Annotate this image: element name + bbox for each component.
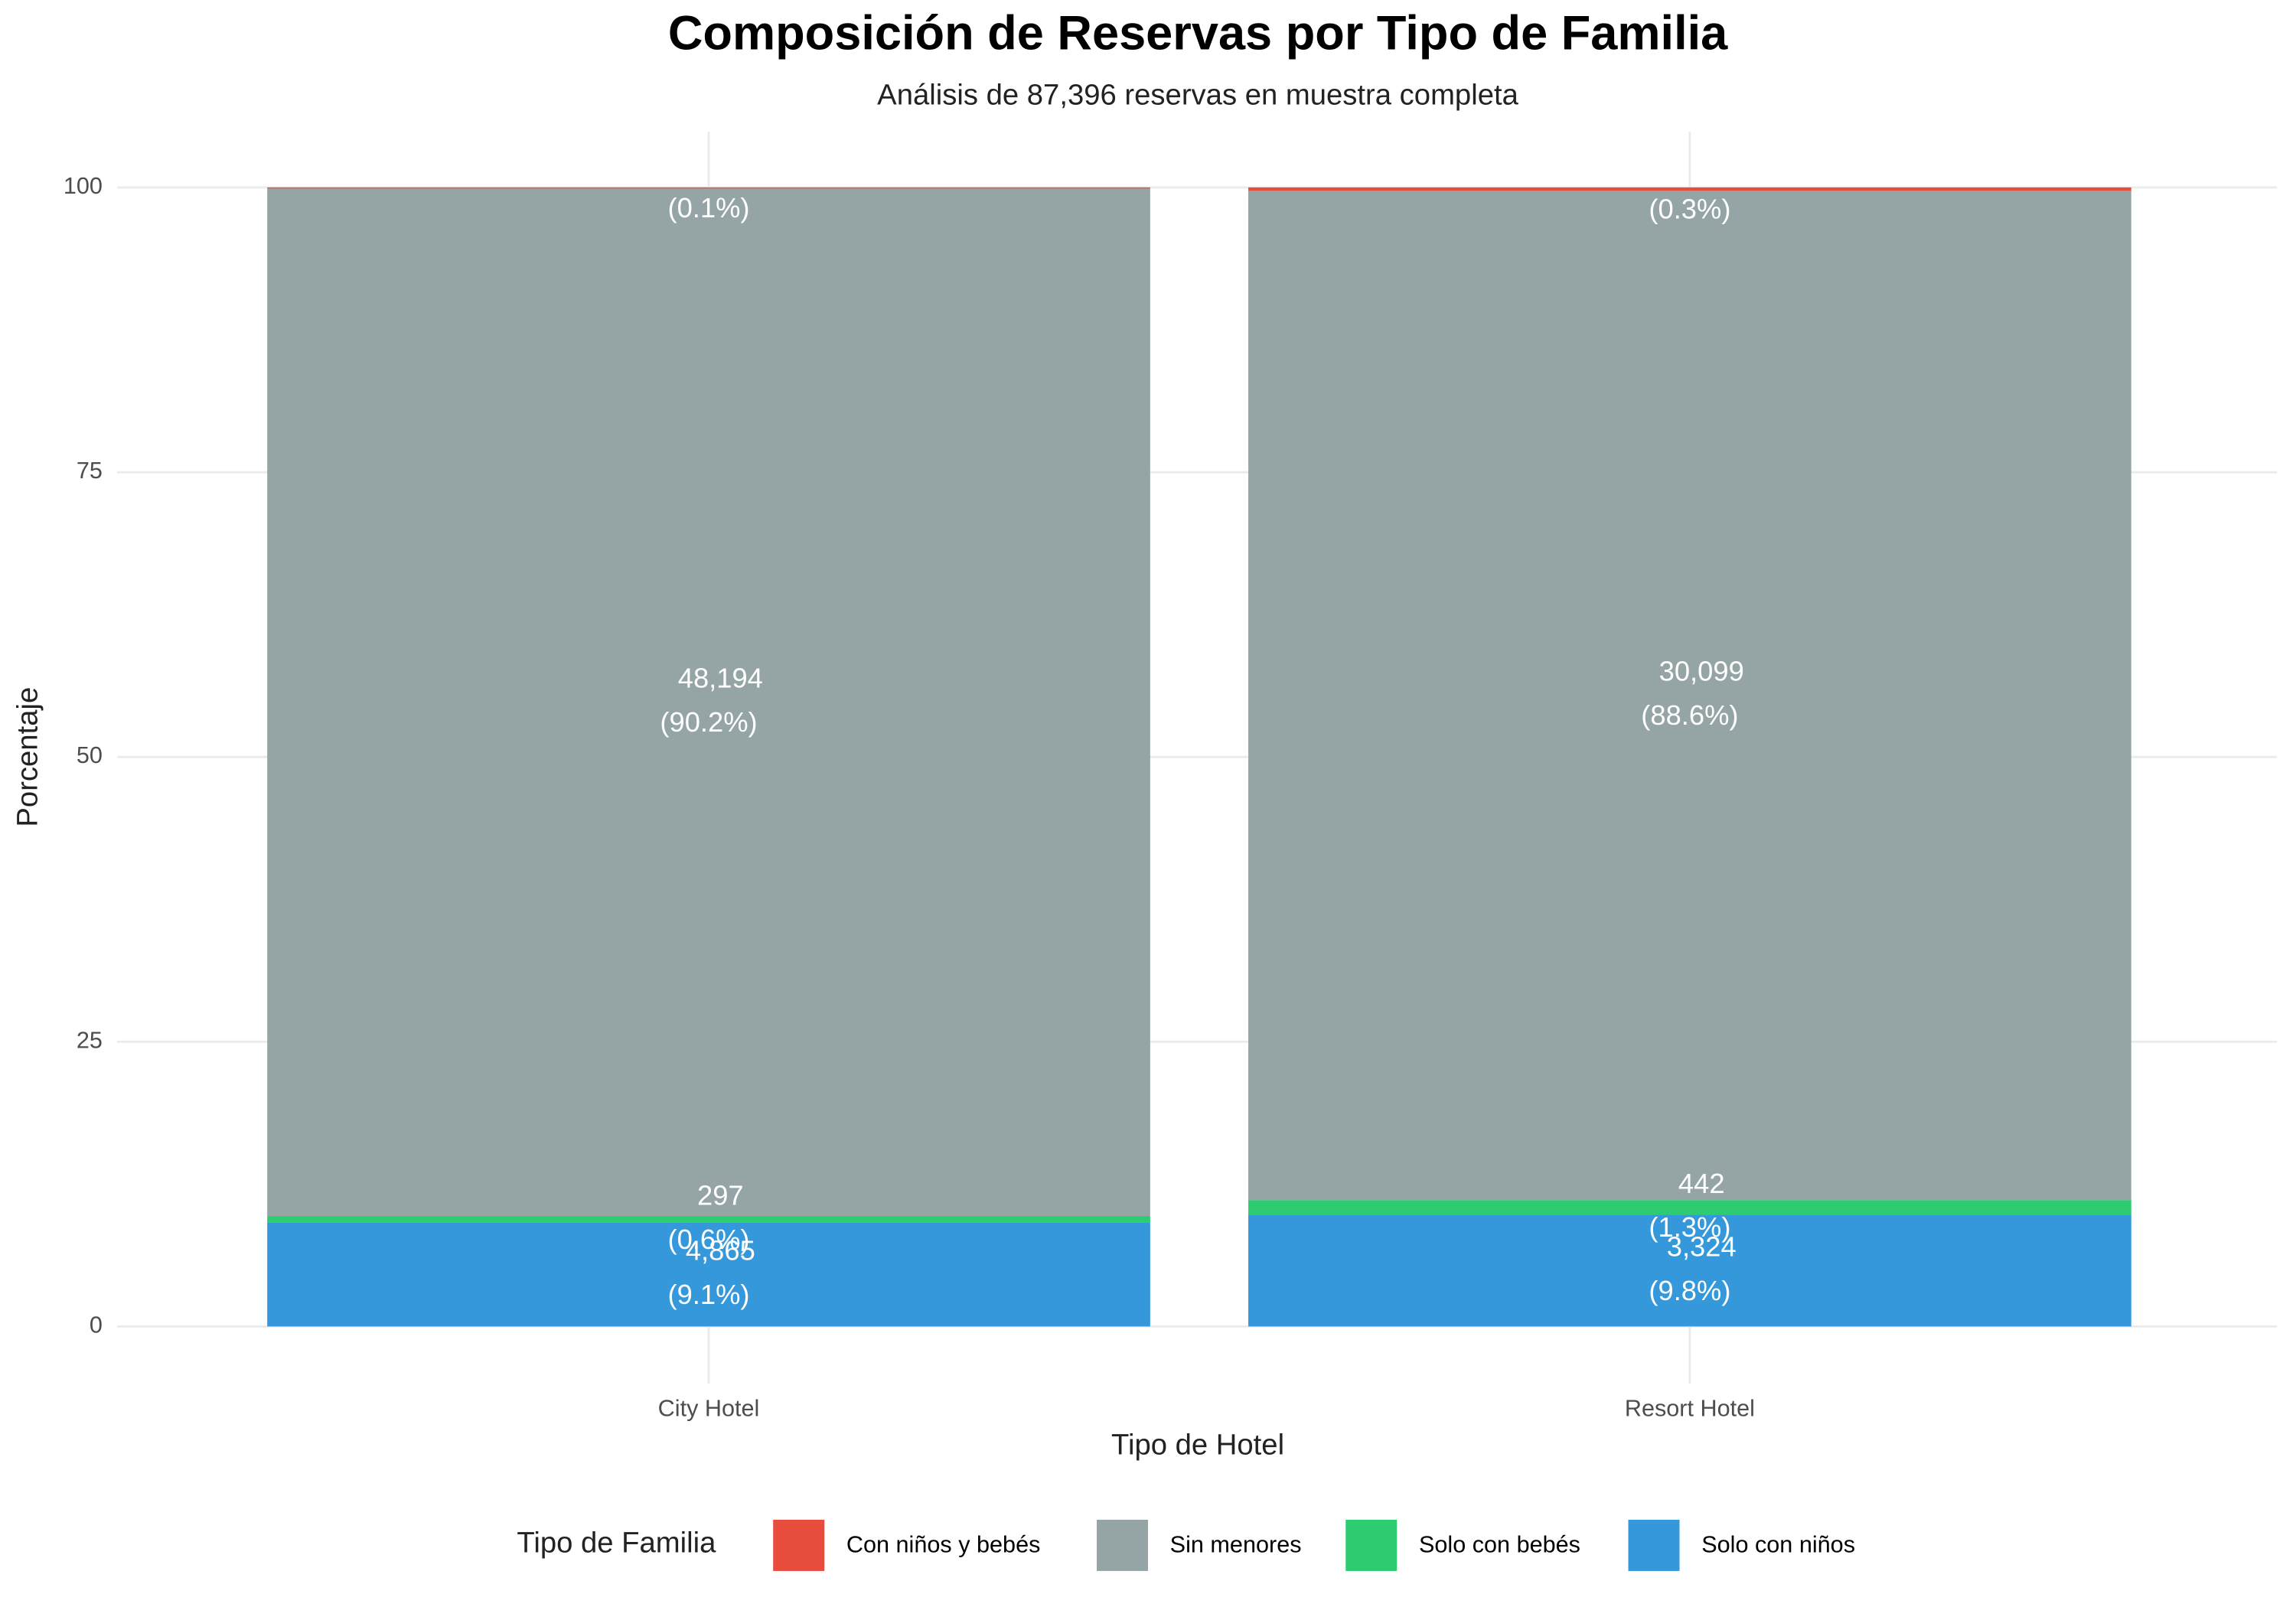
legend-key (1345, 1519, 1397, 1571)
bar-segment (1248, 191, 2131, 1201)
y-tick-label: 50 (77, 742, 103, 768)
y-tick-label: 75 (77, 458, 103, 484)
count-label: 3,324 (1667, 1231, 1737, 1262)
bar-segment (267, 1216, 1150, 1223)
y-tick-label: 0 (90, 1312, 103, 1338)
chart-title: Composición de Reservas por Tipo de Fami… (668, 7, 1728, 60)
legend-key (773, 1519, 825, 1571)
bar-segment (1248, 1214, 2131, 1327)
bar-segment (1248, 1200, 2131, 1215)
bar-segment (267, 187, 1150, 189)
x-tick-label: City Hotel (658, 1396, 760, 1422)
y-tick-label: 25 (77, 1027, 103, 1053)
value-label: (88.6%) (1641, 699, 1738, 731)
legend-title: Tipo de Familia (517, 1527, 716, 1560)
count-label: 442 (1678, 1168, 1725, 1199)
value-label: (0.3%) (1649, 193, 1730, 224)
count-label: 30,099 (1659, 656, 1744, 687)
legend-key (1097, 1519, 1148, 1571)
bar-segment (1248, 187, 2131, 191)
count-label: 297 (697, 1179, 744, 1211)
value-label: (9.1%) (667, 1279, 749, 1310)
x-axis-label: Tipo de Hotel (1111, 1428, 1284, 1461)
bar-segment (267, 188, 1150, 1217)
legend-key (1628, 1519, 1680, 1571)
legend-label: Solo con niños (1701, 1532, 1855, 1558)
legend-label: Solo con bebés (1419, 1532, 1580, 1558)
count-label: 4,865 (686, 1235, 755, 1266)
bar-segment (267, 1222, 1150, 1327)
legend-label: Sin menores (1170, 1532, 1302, 1558)
legend-label: Con niños y bebés (846, 1532, 1041, 1558)
count-label: 48,194 (678, 663, 763, 694)
x-tick-label: Resort Hotel (1625, 1396, 1755, 1422)
y-axis-label: Porcentaje (11, 687, 44, 827)
value-label: (9.8%) (1649, 1275, 1730, 1306)
value-label: (90.2%) (660, 706, 757, 738)
chart-subtitle: Análisis de 87,396 reservas en muestra c… (877, 78, 1518, 111)
value-label: (0.1%) (667, 192, 749, 223)
y-tick-label: 100 (64, 173, 103, 199)
value-label: (0.6%) (667, 1224, 749, 1255)
value-label: (1.3%) (1649, 1211, 1730, 1243)
